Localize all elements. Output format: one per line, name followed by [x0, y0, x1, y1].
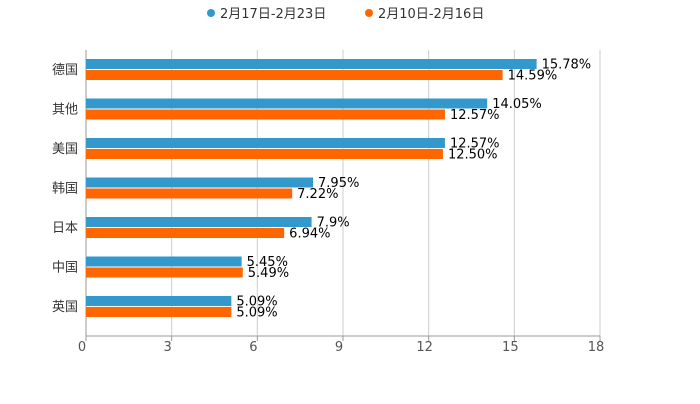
bar-series0-4	[86, 217, 312, 227]
bar-series0-0	[86, 59, 537, 69]
legend-label-series1: 2月10日-2月16日	[378, 7, 484, 22]
category-label-0: 德国	[52, 63, 78, 78]
category-label-5: 中国	[52, 261, 78, 276]
data-label-series1-0: 14.59%	[508, 69, 558, 84]
data-label-series0-4: 7.9%	[317, 216, 350, 231]
x-tick-label-15: 15	[502, 340, 519, 355]
data-label-series0-1: 14.05%	[492, 97, 542, 112]
x-tick-label-12: 12	[416, 340, 433, 355]
category-label-2: 美国	[52, 142, 78, 157]
bar-series1-5	[86, 267, 243, 278]
bar-series0-1	[86, 98, 488, 109]
data-label-series1-3: 7.22%	[297, 187, 338, 202]
legend-marker-series0	[207, 9, 215, 17]
category-label-4: 日本	[52, 221, 78, 236]
data-label-series1-5: 5.49%	[248, 266, 289, 281]
x-tick-label-0: 0	[78, 340, 86, 355]
data-label-series0-5: 5.45%	[247, 255, 288, 270]
bar-series0-5	[86, 256, 242, 267]
category-label-6: 英国	[52, 300, 78, 315]
data-label-series1-2: 12.50%	[448, 148, 498, 163]
data-label-series0-3: 7.95%	[318, 176, 359, 191]
bar-series0-6	[86, 296, 232, 306]
legend-label-series0: 2月17日-2月23日	[220, 7, 326, 22]
x-tick-label-9: 9	[335, 340, 343, 355]
bar-series0-2	[86, 138, 445, 148]
bar-series1-1	[86, 109, 445, 120]
bar-series1-3	[86, 188, 293, 199]
x-tick-label-6: 6	[249, 340, 257, 355]
category-label-3: 韩国	[52, 182, 78, 197]
bar-series1-6	[86, 307, 232, 317]
data-label-series0-6: 5.09%	[236, 295, 277, 310]
data-label-series1-6: 5.09%	[236, 306, 277, 321]
category-label-1: 其他	[52, 103, 78, 118]
x-tick-label-18: 18	[588, 340, 605, 355]
bar-series1-2	[86, 149, 443, 159]
x-tick-label-3: 3	[164, 340, 172, 355]
data-label-series0-0: 15.78%	[542, 58, 592, 73]
legend-marker-series1	[365, 9, 373, 17]
bar-series1-4	[86, 228, 285, 238]
data-label-series0-2: 12.57%	[450, 137, 500, 152]
bar-series0-3	[86, 177, 314, 188]
bar-series1-0	[86, 70, 503, 80]
data-label-series1-1: 12.57%	[450, 108, 500, 123]
data-label-series1-4: 6.94%	[289, 227, 330, 242]
